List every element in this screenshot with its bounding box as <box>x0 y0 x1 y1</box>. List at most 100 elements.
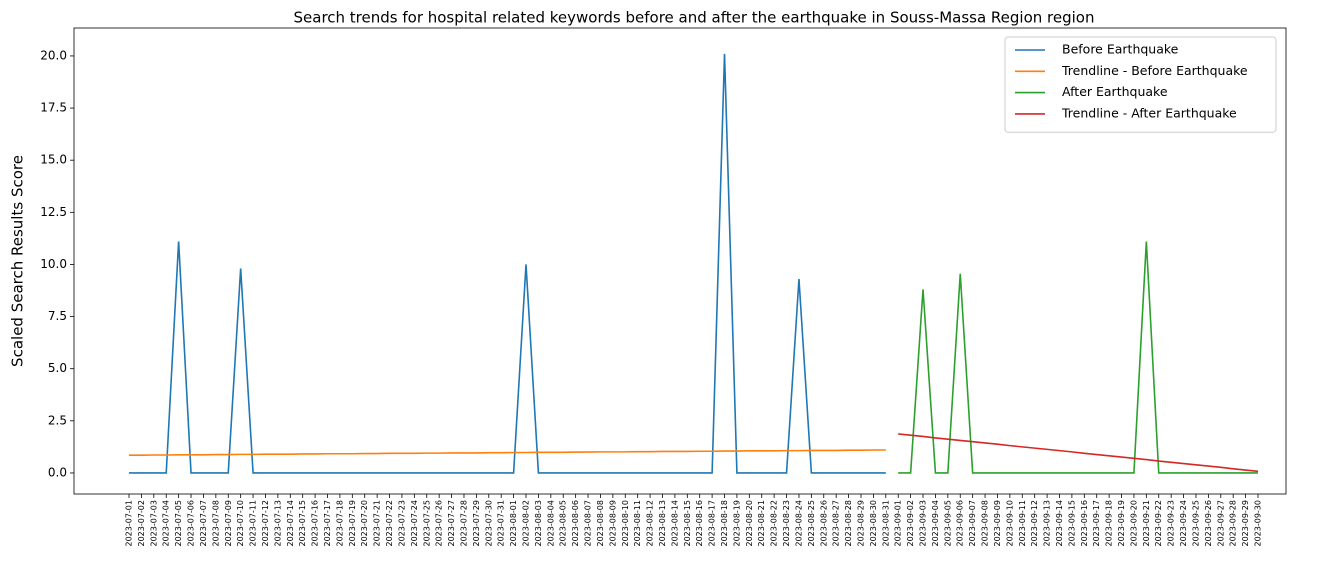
x-tick-label: 2023-07-21 <box>373 500 382 547</box>
x-tick-label: 2023-09-13 <box>1043 500 1052 547</box>
x-tick-label: 2023-09-16 <box>1080 500 1089 547</box>
x-tick-label: 2023-08-24 <box>794 500 803 547</box>
x-tick-label: 2023-07-02 <box>137 500 146 547</box>
x-tick-label: 2023-07-08 <box>211 500 220 547</box>
x-tick-label: 2023-08-04 <box>546 500 555 547</box>
y-axis-label: Scaled Search Results Score <box>9 155 27 367</box>
x-tick-label: 2023-09-18 <box>1105 500 1114 547</box>
x-tick-label: 2023-08-09 <box>608 500 617 547</box>
y-tick-label: 12.5 <box>40 205 67 219</box>
x-tick-label: 2023-07-12 <box>261 500 270 547</box>
x-tick-label: 2023-07-30 <box>484 500 493 547</box>
x-tick-label: 2023-08-26 <box>819 500 828 547</box>
x-tick-label: 2023-09-02 <box>906 500 915 547</box>
x-tick-label: 2023-09-04 <box>931 500 940 547</box>
legend-box <box>1004 36 1277 133</box>
x-tick-label: 2023-07-03 <box>149 500 158 547</box>
x-tick-label: 2023-08-03 <box>534 500 543 547</box>
x-tick-label: 2023-08-13 <box>658 500 667 547</box>
x-tick-label: 2023-07-04 <box>162 500 171 547</box>
x-tick-label: 2023-08-08 <box>596 500 605 547</box>
x-tick-label: 2023-08-14 <box>670 500 679 547</box>
x-tick-label: 2023-09-12 <box>1030 500 1039 547</box>
x-tick-label: 2023-09-24 <box>1179 500 1188 547</box>
series-line <box>129 449 886 457</box>
series-line <box>898 433 1259 473</box>
x-tick-label: 2023-08-12 <box>646 500 655 547</box>
x-tick-label: 2023-08-31 <box>881 500 890 547</box>
x-tick-label: 2023-08-30 <box>869 500 878 547</box>
y-tick-label: 5.0 <box>48 361 67 375</box>
x-tick-label: 2023-07-31 <box>497 500 506 547</box>
x-tick-label: 2023-08-07 <box>584 500 593 547</box>
x-tick-label: 2023-09-27 <box>1216 500 1225 547</box>
x-tick-label: 2023-09-01 <box>894 500 903 547</box>
series-line <box>898 241 1258 474</box>
y-tick-label: 17.5 <box>40 101 67 115</box>
y-tick-label: 20.0 <box>40 48 67 62</box>
x-tick-label: 2023-08-11 <box>633 500 642 547</box>
x-tick-label: 2023-09-30 <box>1254 500 1263 547</box>
x-tick-label: 2023-09-08 <box>981 500 990 547</box>
x-tick-label: 2023-07-19 <box>348 500 357 547</box>
chart-title: Search trends for hospital related keywo… <box>294 9 1095 27</box>
x-tick-label: 2023-09-25 <box>1191 500 1200 547</box>
x-tick-label: 2023-07-28 <box>459 500 468 547</box>
x-tick-label: 2023-08-23 <box>782 500 791 547</box>
y-tick-label: 15.0 <box>40 153 67 167</box>
x-tick-label: 2023-09-09 <box>993 500 1002 547</box>
x-tick-label: 2023-08-27 <box>832 500 841 547</box>
x-tick-label: 2023-07-27 <box>447 500 456 547</box>
x-tick-label: 2023-09-20 <box>1129 500 1138 547</box>
x-tick-label: 2023-09-22 <box>1154 500 1163 547</box>
x-tick-label: 2023-07-13 <box>273 500 282 547</box>
x-tick-label: 2023-08-18 <box>720 500 729 547</box>
legend-label: Before Earthquake <box>1062 42 1179 57</box>
x-tick-label: 2023-07-15 <box>298 500 307 547</box>
x-tick-label: 2023-08-02 <box>522 500 531 547</box>
y-tick-label: 10.0 <box>40 257 67 271</box>
x-tick-label: 2023-09-19 <box>1117 500 1126 547</box>
x-tick-label: 2023-09-17 <box>1092 500 1101 547</box>
x-tick-label: 2023-07-23 <box>397 500 406 547</box>
x-tick-label: 2023-08-19 <box>732 500 741 547</box>
x-tick-label: 2023-08-06 <box>571 500 580 547</box>
x-tick-label: 2023-07-05 <box>174 500 183 547</box>
legend-label: Trendline - After Earthquake <box>1061 105 1237 120</box>
x-tick-label: 2023-07-24 <box>410 500 419 547</box>
x-tick-label: 2023-07-29 <box>472 500 481 546</box>
x-tick-label: 2023-07-07 <box>199 500 208 547</box>
x-tick-label: 2023-07-06 <box>187 500 196 547</box>
x-tick-label: 2023-09-29 <box>1241 500 1250 547</box>
x-tick-label: 2023-09-14 <box>1055 500 1064 547</box>
legend-label: Trendline - Before Earthquake <box>1061 63 1248 78</box>
x-tick-label: 2023-09-06 <box>956 500 965 547</box>
x-tick-label: 2023-09-21 <box>1142 500 1151 547</box>
series-line <box>129 53 886 474</box>
x-tick-label: 2023-08-05 <box>559 500 568 547</box>
x-tick-label: 2023-07-18 <box>335 500 344 547</box>
x-tick-label: 2023-07-10 <box>236 500 245 547</box>
x-tick-label: 2023-08-21 <box>757 500 766 547</box>
x-tick-label: 2023-09-07 <box>968 500 977 547</box>
x-tick-label: 2023-07-22 <box>385 500 394 547</box>
legend-label: After Earthquake <box>1062 84 1168 99</box>
x-tick-label: 2023-09-11 <box>1018 500 1027 547</box>
x-tick-label: 2023-07-25 <box>422 500 431 547</box>
x-tick-label: 2023-08-10 <box>621 500 630 547</box>
x-tick-label: 2023-08-15 <box>683 500 692 547</box>
x-tick-label: 2023-09-10 <box>1005 500 1014 547</box>
y-tick-label: 7.5 <box>48 309 67 323</box>
x-tick-label: 2023-08-29 <box>856 500 865 547</box>
x-tick-label: 2023-08-17 <box>708 500 717 547</box>
x-tick-label: 2023-08-28 <box>844 500 853 547</box>
x-tick-label: 2023-08-16 <box>695 500 704 547</box>
y-tick-label: 2.5 <box>48 413 67 427</box>
x-tick-label: 2023-09-15 <box>1067 500 1076 547</box>
plot-frame <box>73 27 1287 495</box>
x-tick-label: 2023-07-26 <box>435 500 444 547</box>
x-tick-label: 2023-07-16 <box>311 500 320 547</box>
x-tick-label: 2023-07-01 <box>125 500 134 547</box>
x-tick-label: 2023-07-20 <box>360 500 369 547</box>
